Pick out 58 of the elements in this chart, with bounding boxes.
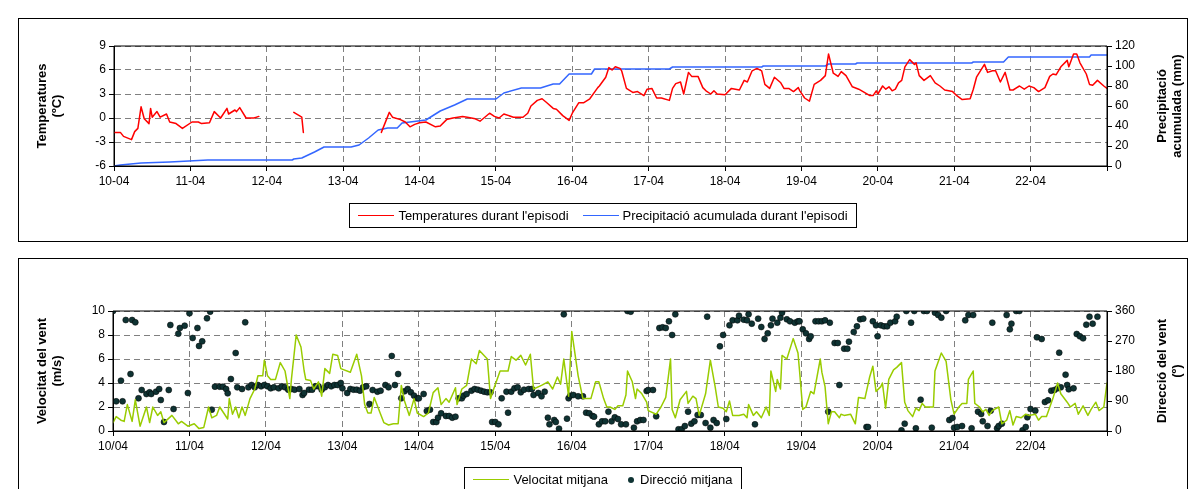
y2-tick-label: 180 bbox=[1115, 363, 1136, 378]
x-tick-label: 12-04 bbox=[251, 173, 283, 188]
x-tick-label: 16-04 bbox=[556, 173, 588, 188]
x-tick-label: 22-04 bbox=[1015, 173, 1047, 188]
y2-axis-title: Precipitació acumulada (mm) bbox=[1154, 54, 1184, 158]
y2-tick-label: 0 bbox=[1115, 158, 1122, 173]
x-tick-label: 11-04 bbox=[175, 173, 206, 188]
x-tick-label: 14/04 bbox=[403, 438, 435, 453]
y2-tick-label: 270 bbox=[1115, 333, 1136, 348]
y-tick-label: -3 bbox=[95, 134, 107, 149]
x-tick-label: 11/04 bbox=[174, 438, 205, 453]
x-tick-label: 21-04 bbox=[938, 173, 970, 188]
y-tick-label: 9 bbox=[99, 38, 107, 53]
x-tick-label: 22/04 bbox=[1015, 438, 1046, 453]
y-axis-title: Velocitat del vent (m/s) bbox=[33, 317, 64, 425]
y-tick-label: 0 bbox=[98, 423, 106, 438]
x-tick-label: 16/04 bbox=[556, 438, 588, 453]
x-tick-label: 19-04 bbox=[786, 173, 818, 188]
legend-label: Velocitat mitjana bbox=[513, 472, 609, 487]
y-tick-label: 6 bbox=[98, 351, 106, 366]
x-tick-label: 20/04 bbox=[862, 438, 893, 453]
x-tick-label: 17/04 bbox=[633, 438, 664, 453]
x-tick-label: 18/04 bbox=[709, 438, 741, 453]
y2-tick-label: 20 bbox=[1115, 138, 1129, 153]
x-tick-label: 21/04 bbox=[939, 438, 970, 453]
y-tick-label: 6 bbox=[99, 62, 107, 77]
x-tick-label: 18-04 bbox=[709, 173, 741, 188]
x-tick-label: 13-04 bbox=[327, 173, 359, 188]
y2-axis-title: Direcció del vent (º) bbox=[1153, 318, 1184, 424]
x-tick-label: 19/04 bbox=[786, 438, 817, 453]
x-tick-label: 12/04 bbox=[250, 438, 282, 453]
y2-tick-label: 90 bbox=[1115, 393, 1129, 408]
x-tick-label: 13/04 bbox=[327, 438, 358, 453]
y2-tick-label: 60 bbox=[1115, 98, 1129, 113]
x-tick-label: 14-04 bbox=[404, 173, 436, 188]
x-tick-label: 17-04 bbox=[633, 173, 665, 188]
y-tick-label: 10 bbox=[91, 303, 106, 318]
y2-tick-label: 40 bbox=[1115, 118, 1129, 133]
y2-tick-label: 360 bbox=[1115, 303, 1136, 318]
y2-tick-label: 80 bbox=[1115, 78, 1129, 93]
y-tick-label: 3 bbox=[99, 86, 107, 101]
y2-tick-label: 0 bbox=[1115, 423, 1122, 438]
y-tick-label: 0 bbox=[99, 110, 107, 125]
x-tick-label: 15/04 bbox=[480, 438, 511, 453]
y-axis-title: Temperatures (ºC) bbox=[33, 63, 64, 149]
legend-label: Temperatures durant l'episodi bbox=[398, 208, 569, 223]
legend-label: Precipitació acumulada durant l'episodi bbox=[622, 208, 848, 223]
x-tick-label: 20-04 bbox=[862, 173, 894, 188]
y-tick-label: 2 bbox=[98, 399, 106, 414]
y-tick-label: 4 bbox=[98, 375, 106, 390]
y2-tick-label: 100 bbox=[1115, 58, 1136, 73]
legend-label: Direcció mitjana bbox=[640, 472, 733, 487]
y-tick-label: 8 bbox=[98, 327, 106, 342]
y2-tick-label: 120 bbox=[1115, 38, 1136, 53]
x-tick-label: 10-04 bbox=[98, 173, 130, 188]
x-tick-label: 10/04 bbox=[97, 438, 129, 453]
x-tick-label: 15-04 bbox=[480, 173, 512, 188]
y-tick-label: -6 bbox=[95, 158, 107, 173]
